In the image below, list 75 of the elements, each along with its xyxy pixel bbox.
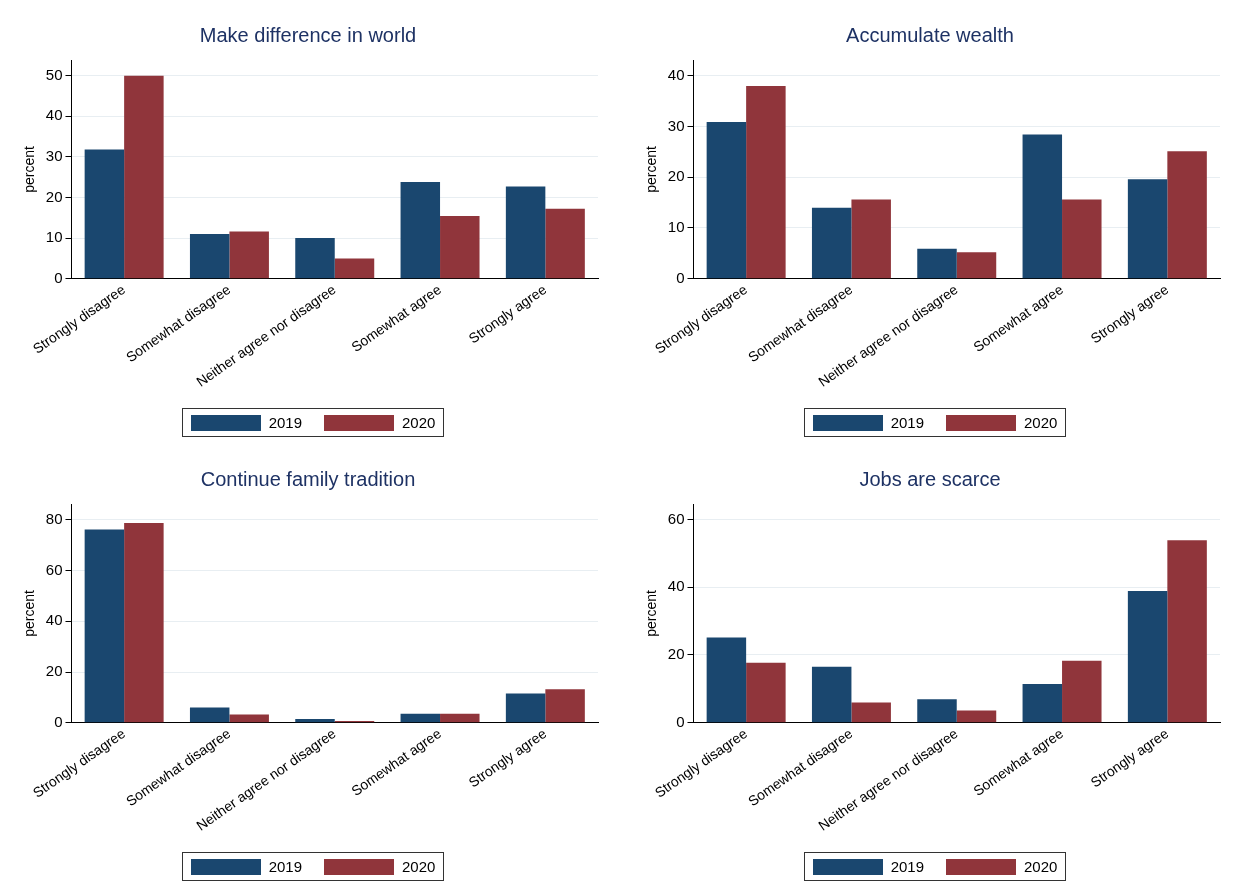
y-axis-title: percent — [21, 145, 38, 193]
y-tick-label: 40 — [45, 611, 63, 629]
bar — [1022, 684, 1063, 723]
y-tick-label: 40 — [45, 106, 63, 124]
y-tick-label: 80 — [45, 510, 63, 528]
bar — [440, 216, 480, 279]
bar — [1022, 134, 1063, 279]
y-tick-label: 30 — [45, 146, 63, 164]
bar — [229, 714, 269, 723]
chart-title: Make difference in world — [199, 23, 417, 46]
y-tick-label: 10 — [667, 218, 685, 236]
bar — [84, 529, 125, 723]
bar — [1127, 591, 1168, 723]
bar — [400, 181, 441, 279]
y-axis-title: percent — [643, 589, 660, 637]
y-tick-label: 40 — [667, 65, 685, 83]
legend-label: 2019 — [890, 414, 924, 431]
bar — [295, 718, 335, 723]
legend-label: 2019 — [890, 858, 924, 875]
bar — [1062, 660, 1102, 723]
y-axis-title: percent — [21, 589, 38, 637]
bar — [124, 523, 164, 723]
bar — [189, 233, 230, 279]
bar — [334, 258, 375, 279]
y-tick-label: 20 — [45, 662, 63, 680]
y-tick-label: 0 — [676, 712, 685, 730]
bar — [400, 713, 441, 723]
chart-title: Jobs are scarce — [859, 467, 1001, 490]
y-axis-title: percent — [643, 145, 660, 193]
bar — [440, 713, 480, 723]
legend-label: 2020 — [402, 414, 436, 431]
bar — [229, 231, 269, 279]
bar — [746, 662, 786, 723]
bar — [706, 637, 747, 723]
bar — [124, 75, 164, 279]
legend-label: 2020 — [402, 858, 436, 875]
y-tick-label: 50 — [45, 65, 63, 83]
bar — [505, 186, 546, 279]
bar — [811, 207, 852, 279]
bar — [1127, 179, 1168, 279]
bar — [917, 248, 957, 279]
bar — [1062, 199, 1102, 279]
y-tick-label: 20 — [45, 187, 63, 205]
bar — [956, 710, 997, 723]
bar — [545, 689, 585, 723]
y-tick-label: 10 — [45, 228, 63, 246]
bar — [505, 693, 546, 723]
bar — [1167, 151, 1207, 279]
bar — [1167, 540, 1207, 723]
bar — [851, 199, 891, 279]
bar — [917, 699, 957, 723]
bar — [189, 707, 230, 723]
bar — [811, 666, 852, 723]
y-tick-label: 0 — [676, 268, 685, 286]
y-tick-label: 60 — [45, 560, 63, 578]
y-tick-label: 0 — [54, 268, 63, 286]
bar — [851, 702, 891, 723]
y-tick-label: 60 — [667, 509, 685, 527]
y-tick-label: 0 — [54, 712, 63, 730]
chart-title: Continue family tradition — [200, 467, 416, 490]
bar — [295, 238, 335, 279]
y-tick-label: 30 — [667, 116, 685, 134]
legend-label: 2020 — [1024, 414, 1058, 431]
y-tick-label: 20 — [667, 645, 685, 663]
legend-label: 2020 — [1024, 858, 1058, 875]
legend-label: 2019 — [268, 858, 302, 875]
bar — [956, 252, 997, 279]
y-tick-label: 40 — [667, 577, 685, 595]
legend-label: 2019 — [268, 414, 302, 431]
bar — [746, 85, 786, 279]
bar — [84, 149, 125, 279]
bar — [545, 208, 585, 279]
y-tick-label: 20 — [667, 167, 685, 185]
chart-title: Accumulate wealth — [846, 23, 1014, 46]
bar — [706, 121, 747, 279]
